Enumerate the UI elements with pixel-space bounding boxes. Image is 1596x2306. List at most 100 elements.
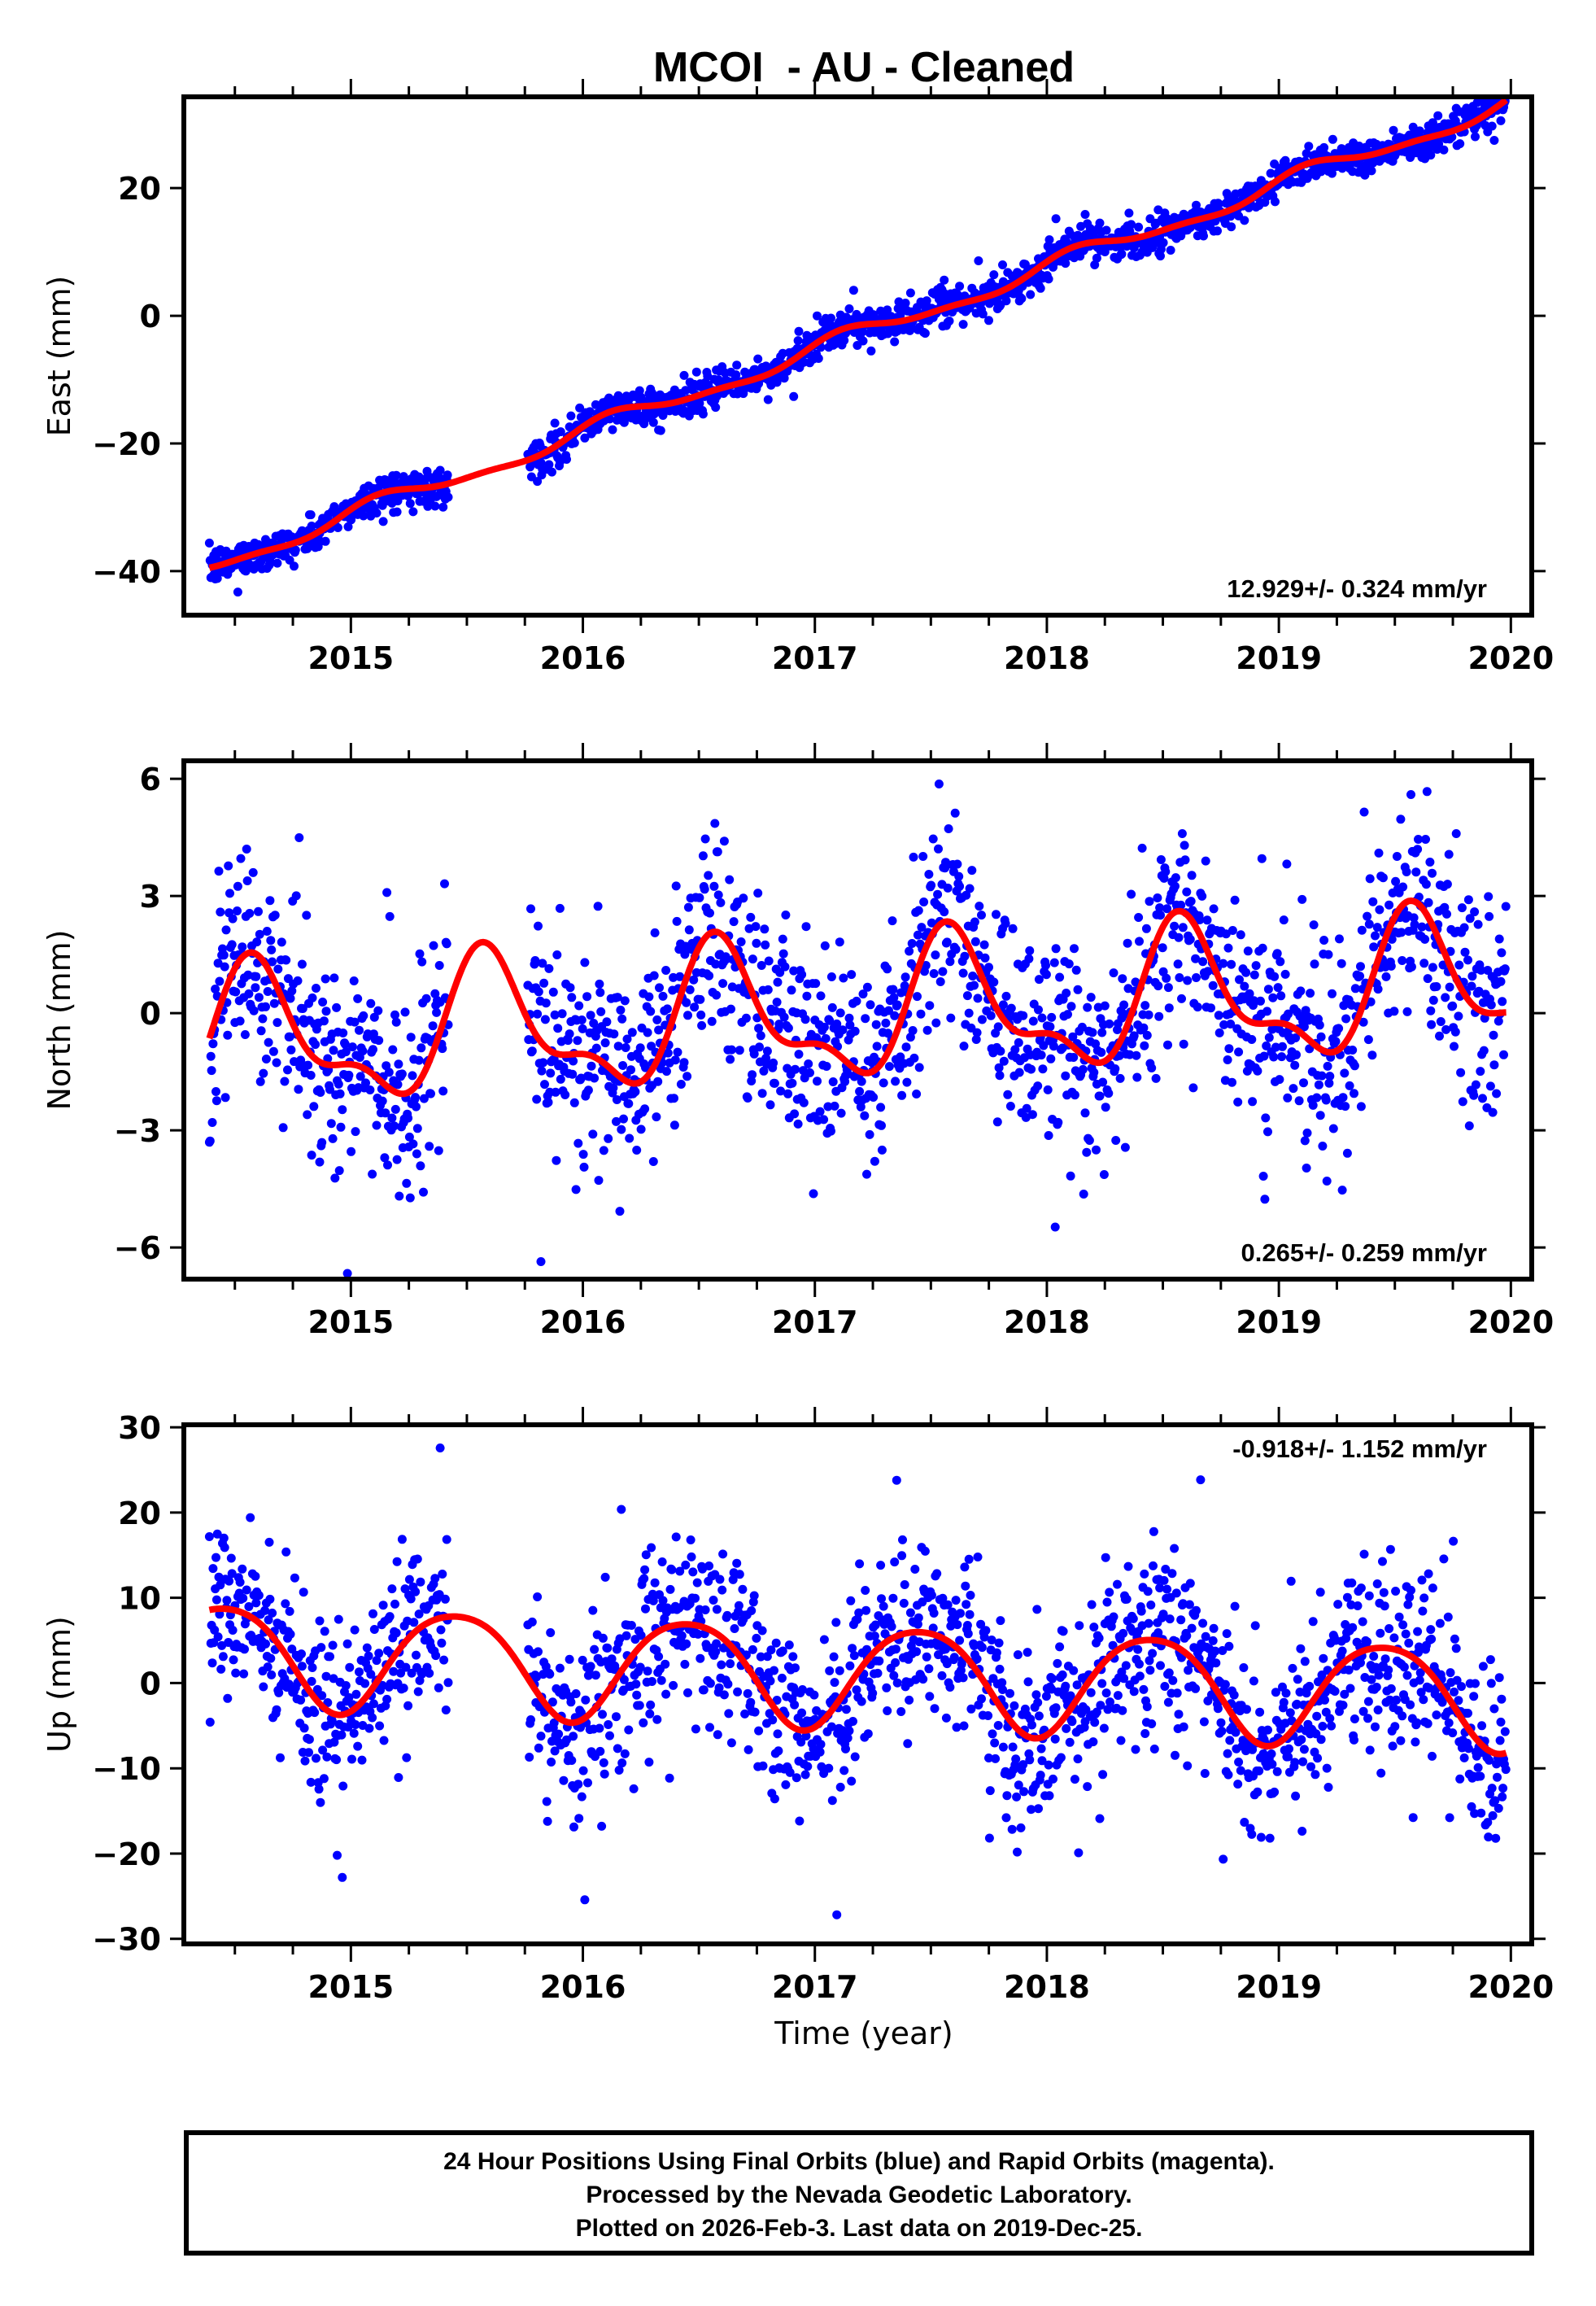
up-point (849, 1651, 859, 1661)
north-point (775, 967, 785, 977)
north-point (839, 973, 848, 983)
up-point (932, 1569, 942, 1579)
north-point (632, 1146, 642, 1155)
north-point (858, 989, 868, 999)
up-point (1164, 1668, 1174, 1678)
up-point (1337, 1646, 1347, 1656)
north-point (283, 1065, 292, 1075)
up-point (327, 1716, 337, 1726)
north-point (568, 1069, 578, 1079)
north-point (1457, 903, 1467, 913)
north-point (245, 909, 255, 918)
east-point (858, 336, 868, 346)
up-point (1236, 1766, 1245, 1775)
up-point (656, 1675, 666, 1685)
north-point (652, 1112, 661, 1122)
up-point (1149, 1745, 1159, 1754)
east-point (392, 507, 402, 517)
north-point (309, 1102, 319, 1112)
north-point (663, 1048, 673, 1058)
up-point (1098, 1770, 1108, 1780)
north-point (1410, 919, 1419, 929)
east-point (290, 561, 299, 571)
up-point (1385, 1544, 1395, 1554)
north-point (298, 1004, 307, 1013)
north-point (791, 1064, 800, 1074)
up-point (600, 1769, 609, 1779)
north-point (670, 1055, 680, 1065)
up-point (351, 1689, 361, 1699)
up-point (431, 1651, 441, 1661)
up-point (712, 1605, 722, 1614)
up-point (1316, 1735, 1326, 1745)
north-point (815, 1107, 825, 1116)
north-point (1426, 1006, 1436, 1015)
up-point (1192, 1605, 1201, 1615)
north-point (1047, 1012, 1057, 1022)
north-point (428, 1021, 438, 1031)
up-point (777, 1673, 787, 1683)
north-point (1359, 807, 1369, 817)
north-point (1092, 1145, 1101, 1155)
up-point (409, 1618, 419, 1627)
east-point (212, 574, 222, 583)
up-point (316, 1797, 325, 1807)
up-point (1248, 1745, 1258, 1754)
north-point (819, 1115, 829, 1125)
north-point (971, 1035, 981, 1044)
north-point (1145, 897, 1154, 906)
north-point (1061, 1071, 1071, 1081)
up-point (644, 1758, 654, 1767)
north-point (852, 996, 861, 1006)
up-point (1113, 1579, 1122, 1589)
east-point (550, 418, 560, 428)
up-point (1105, 1697, 1114, 1707)
east-point (905, 288, 915, 298)
north-point (770, 1078, 779, 1088)
north-point (414, 1055, 424, 1065)
north-point (658, 991, 668, 1001)
north-point (1423, 974, 1432, 984)
up-point (322, 1752, 332, 1762)
up-point (1165, 1614, 1175, 1624)
north-x-tick-label: 2015 (307, 1304, 394, 1340)
north-point (397, 1069, 407, 1079)
north-point (223, 1030, 233, 1040)
up-point (368, 1609, 377, 1618)
north-point (556, 1074, 565, 1084)
north-point (1051, 944, 1061, 954)
east-y-tick-label: 20 (118, 171, 161, 207)
north-point (1249, 970, 1259, 980)
north-point (819, 1022, 829, 1032)
north-point (764, 956, 774, 966)
north-point (1414, 835, 1423, 844)
up-point (1363, 1714, 1372, 1723)
north-point (1374, 848, 1384, 858)
north-point (307, 1151, 316, 1160)
north-point (877, 1120, 886, 1130)
north-point (709, 881, 719, 891)
up-point (1027, 1720, 1036, 1730)
up-point (1272, 1767, 1282, 1776)
north-point (1328, 1124, 1338, 1133)
north-point (1241, 967, 1251, 977)
north-point (1099, 1170, 1109, 1179)
north-point (757, 961, 766, 970)
north-point (612, 1095, 621, 1104)
north-point (1454, 1011, 1463, 1021)
up-point (1055, 1642, 1065, 1652)
north-point (928, 834, 938, 844)
up-point (797, 1708, 807, 1718)
north-point (548, 987, 558, 997)
up-point (588, 1605, 598, 1615)
up-point (912, 1647, 922, 1657)
up-point (784, 1640, 794, 1650)
up-point (1149, 1561, 1158, 1570)
north-point (1290, 1060, 1300, 1070)
north-point (1132, 1050, 1141, 1060)
north-point (669, 1120, 679, 1130)
north-point (729, 917, 739, 927)
north-point (1470, 907, 1480, 917)
north-point (683, 1011, 692, 1020)
north-point (231, 987, 241, 997)
